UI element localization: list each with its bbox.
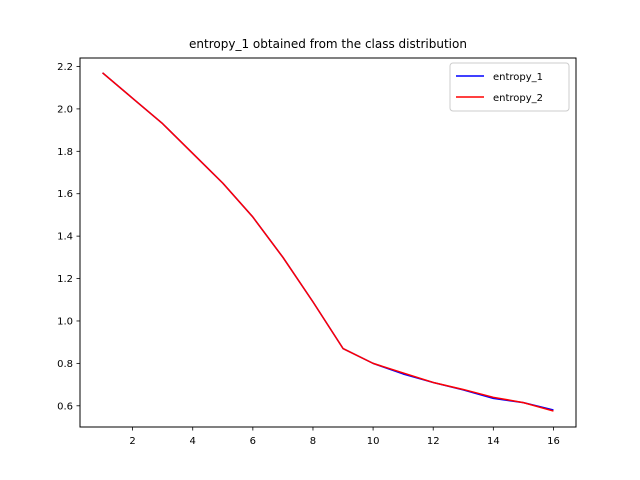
legend: entropy_1 entropy_2 bbox=[449, 62, 570, 112]
x-tick-label: 14 bbox=[487, 436, 500, 447]
x-tick-label: 8 bbox=[310, 436, 316, 447]
y-tick-label: 2.2 bbox=[57, 62, 73, 73]
series-line-entropy_2 bbox=[102, 72, 554, 412]
x-tick-label: 10 bbox=[367, 436, 380, 447]
x-tick-label: 2 bbox=[129, 436, 135, 447]
y-tick-label: 1.6 bbox=[57, 189, 73, 200]
x-tick-label: 12 bbox=[427, 436, 440, 447]
legend-box bbox=[449, 62, 570, 112]
series-line-entropy_1 bbox=[102, 72, 554, 411]
chart-title: entropy_1 obtained from the class distri… bbox=[189, 37, 467, 51]
plot-lines bbox=[102, 72, 554, 412]
y-tick-label: 1.8 bbox=[57, 147, 73, 158]
legend-label-entropy_2: entropy_2 bbox=[493, 93, 543, 104]
x-tick-label: 4 bbox=[190, 436, 196, 447]
axis-ticks: 2 4 6 8 10 12 14 16 0.6 0.8 1.0 1.2 1.4 1.6 1.8 2.0 2.2 bbox=[57, 62, 560, 447]
y-tick-label: 0.6 bbox=[57, 401, 73, 412]
x-tick-label: 16 bbox=[547, 436, 560, 447]
plot-frame bbox=[79, 57, 577, 428]
y-tick-label: 1.0 bbox=[57, 316, 73, 327]
y-tick-label: 2.0 bbox=[57, 104, 73, 115]
y-tick-label: 1.4 bbox=[57, 232, 73, 243]
legend-label-entropy_1: entropy_1 bbox=[493, 72, 543, 83]
y-tick-label: 1.2 bbox=[57, 274, 73, 285]
y-tick-label: 0.8 bbox=[57, 359, 73, 370]
x-tick-label: 6 bbox=[250, 436, 256, 447]
